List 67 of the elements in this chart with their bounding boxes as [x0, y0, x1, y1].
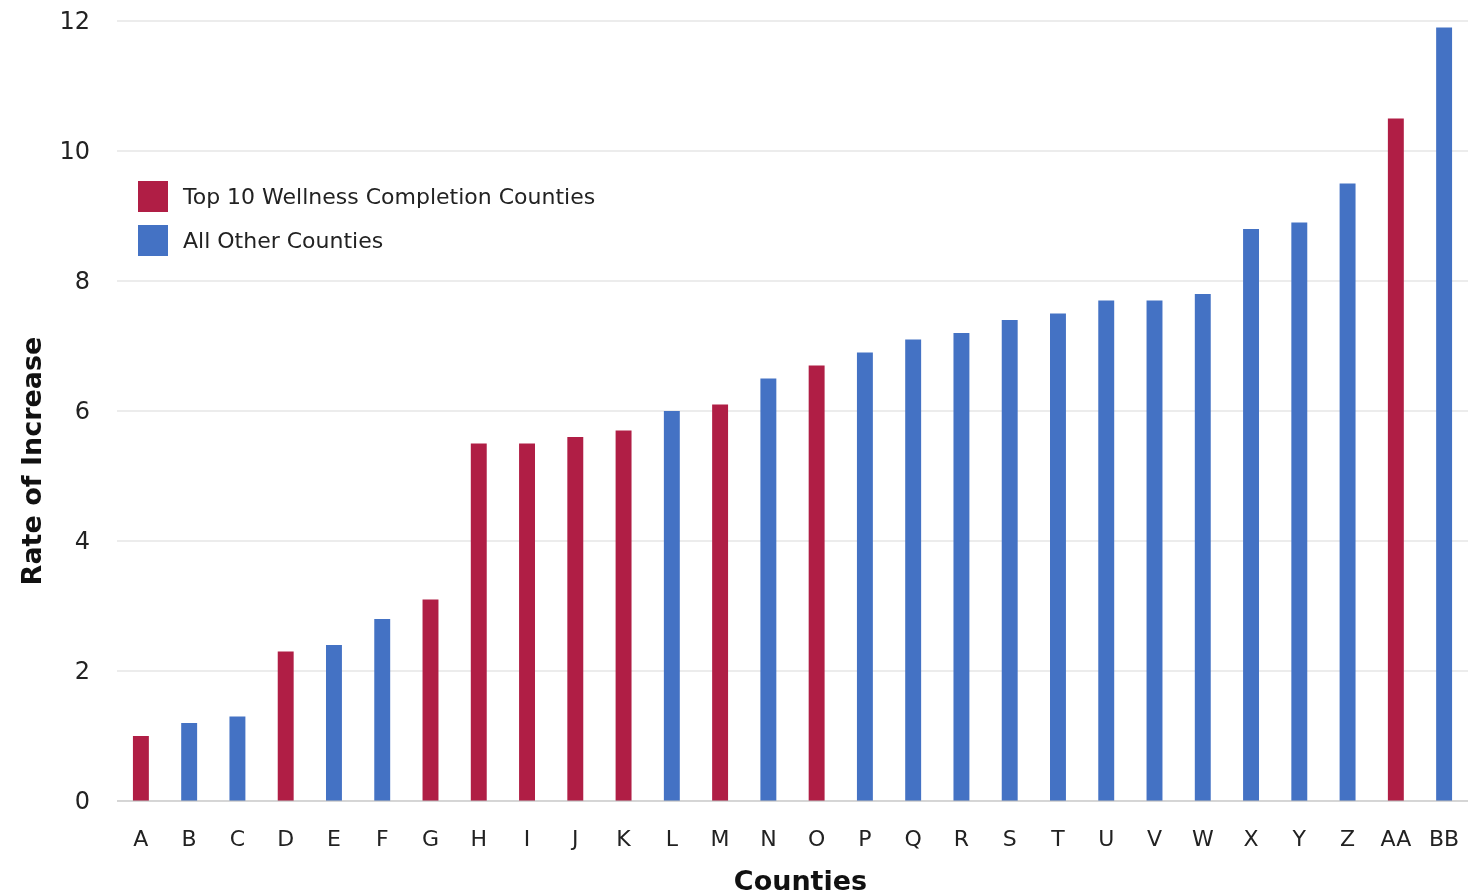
bar [953, 333, 970, 801]
bar [181, 723, 198, 801]
y-tick-label: 12 [59, 7, 90, 36]
bar [1194, 294, 1211, 801]
bar [277, 651, 294, 801]
bar [132, 736, 149, 801]
bar [1098, 300, 1115, 801]
bar [1050, 313, 1066, 801]
bar [760, 378, 777, 801]
x-tick-label: D [277, 826, 295, 851]
x-tick-label: P [858, 826, 872, 851]
x-tick-label: AA [1380, 826, 1412, 851]
x-tick-label: K [616, 826, 632, 851]
x-tick-label: Q [904, 826, 922, 851]
x-tick-label: C [229, 826, 246, 851]
x-tick-label: G [421, 826, 440, 851]
x-tick-label: V [1146, 826, 1163, 851]
x-tick-label: Y [1291, 826, 1307, 851]
bar [615, 430, 632, 801]
x-tick-label: E [327, 826, 341, 851]
x-tick-label: L [665, 826, 679, 851]
y-axis-title: Rate of Increase [16, 336, 47, 586]
bar [567, 437, 584, 801]
bar [374, 619, 391, 801]
x-tick-label: T [1050, 826, 1066, 851]
bar [808, 365, 825, 801]
x-tick-label: W [1191, 826, 1214, 851]
y-tick-label: 0 [74, 787, 90, 816]
x-tick-label: N [760, 826, 777, 851]
x-tick-label: R [953, 826, 970, 851]
y-tick-label: 4 [74, 527, 90, 556]
x-tick-label: J [570, 826, 579, 851]
bar [712, 404, 729, 801]
x-tick-label: H [470, 826, 488, 851]
y-tick-label: 8 [74, 267, 90, 296]
x-tick-label: I [523, 826, 531, 851]
bar [1243, 229, 1259, 801]
legend-label: Top 10 Wellness Completion Counties [182, 184, 596, 209]
bar [229, 716, 246, 801]
x-tick-label: F [375, 826, 389, 851]
bar [422, 599, 439, 801]
x-tick-label: A [133, 826, 149, 851]
bar [1291, 222, 1308, 801]
x-tick-label: S [1002, 826, 1017, 851]
x-tick-label: Z [1340, 826, 1356, 851]
x-tick-label: X [1243, 826, 1259, 851]
x-tick-label: O [807, 826, 826, 851]
bar [519, 443, 535, 801]
x-axis-title: Counties [733, 865, 868, 895]
bar [905, 339, 922, 801]
bar [326, 645, 342, 801]
x-tick-label: M [710, 826, 730, 851]
x-tick-label: BB [1429, 826, 1460, 851]
y-tick-label: 10 [59, 137, 90, 166]
bar [1436, 27, 1453, 801]
y-tick-label: 2 [74, 657, 90, 686]
bar [1146, 300, 1163, 801]
bar [663, 411, 680, 801]
bar [1387, 118, 1404, 801]
bar [1001, 320, 1018, 801]
bar [470, 443, 487, 801]
bar [1339, 183, 1356, 801]
bar [856, 352, 873, 801]
y-tick-label: 6 [74, 397, 90, 426]
x-tick-label: B [181, 826, 197, 851]
x-tick-label: U [1098, 826, 1115, 851]
legend-label: All Other Counties [183, 228, 384, 253]
